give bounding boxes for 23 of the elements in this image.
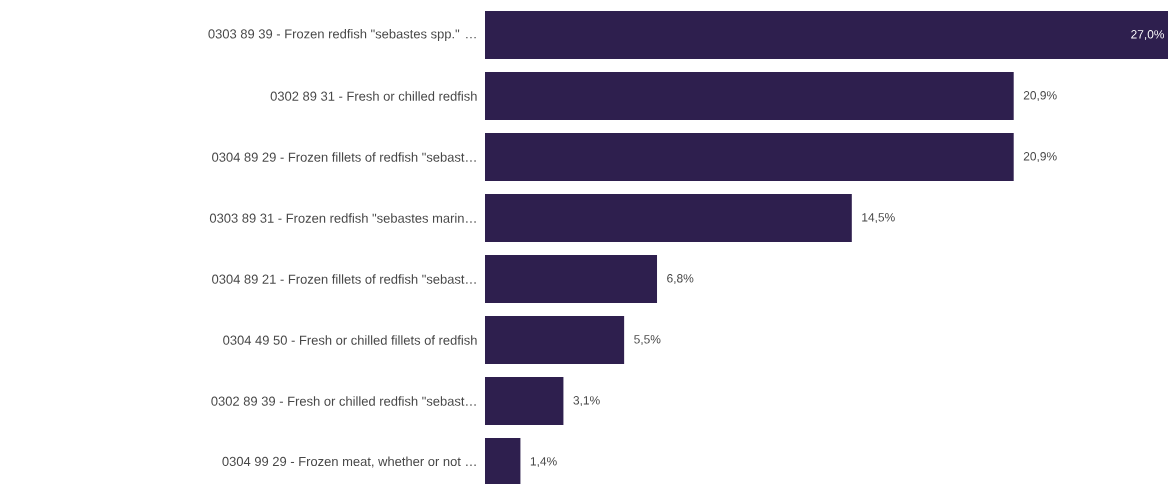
y-tick-label: 0302 89 31 - Fresh or chilled redfish [270,91,477,101]
bar [485,316,625,365]
bar [485,72,1014,121]
data-label: 3,1% [573,396,600,406]
y-tick-label: 0303 89 39 - Frozen redfish "sebastes spp." … [208,28,476,42]
y-tick-label: 0304 89 29 - Frozen fillets of redfish "sebast… [212,152,476,162]
bar [485,255,658,304]
data-label: 5,5% [634,335,661,345]
bar [485,11,1169,60]
data-label: 1,4% [530,457,557,467]
data-label: 14,5% [862,213,895,223]
y-tick-label: 0304 99 29 - Frozen meat, whether or not … [222,456,476,468]
data-label: 20,9% [1023,152,1057,162]
data-label: 6,8% [667,274,694,284]
bar [485,133,1014,182]
bar [485,377,564,426]
y-tick-label: 0304 49 50 - Fresh or chilled fillets of redfish [223,335,477,345]
bar [485,194,852,243]
y-tick-label: 0303 89 31 - Frozen redfish "sebastes marin… [209,213,476,223]
y-tick-label: 0302 89 39 - Fresh or chilled redfish "sebast… [211,396,476,406]
data-label: 20,9% [1023,91,1057,101]
data-label: 27,0% [1131,30,1165,40]
y-tick-label: 0304 89 21 - Frozen fillets of redfish "sebast… [212,274,476,284]
